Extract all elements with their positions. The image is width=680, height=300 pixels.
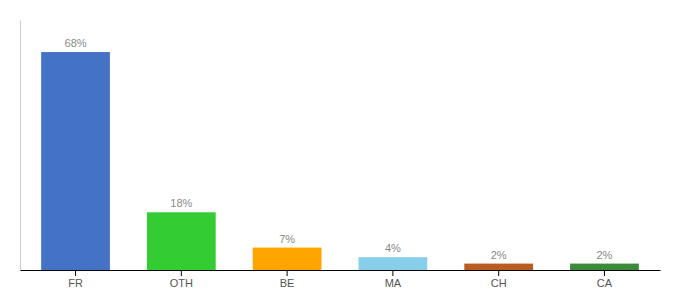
x-tick: FR	[68, 270, 83, 289]
x-tick-label: BE	[280, 277, 295, 289]
chart: FR OTH BE MA CH CA 68% 18% 7% 4% 2% 2%	[0, 0, 680, 300]
data-label: 68%	[65, 37, 87, 49]
x-tick: CH	[491, 270, 507, 289]
x-tick: OTH	[170, 270, 193, 289]
plot: FR OTH BE MA CH CA 68% 18% 7% 4% 2% 2%	[21, 21, 661, 289]
bar	[570, 264, 639, 270]
data-label: 7%	[279, 233, 295, 245]
data-label: 2%	[597, 249, 613, 261]
bar	[147, 212, 216, 270]
x-axis-line	[21, 270, 661, 271]
x-axis: FR OTH BE MA CH CA	[21, 270, 661, 289]
x-tick: MA	[385, 270, 402, 289]
x-tick-label: OTH	[170, 277, 193, 289]
y-axis	[20, 21, 21, 271]
x-tick-mark	[392, 270, 393, 276]
x-tick-mark	[75, 270, 76, 276]
x-tick-label: CA	[597, 277, 613, 289]
x-tick-mark	[181, 270, 182, 276]
data-label: 4%	[385, 242, 401, 254]
x-tick: CA	[597, 270, 613, 289]
y-axis-line	[20, 21, 21, 271]
x-tick-mark	[604, 270, 605, 276]
data-label: 2%	[491, 249, 507, 261]
x-tick-mark	[498, 270, 499, 276]
bar	[464, 264, 533, 270]
x-tick: BE	[280, 270, 295, 289]
x-tick-label: FR	[68, 277, 83, 289]
x-tick-label: CH	[491, 277, 507, 289]
data-labels: 68% 18% 7% 4% 2% 2%	[65, 37, 613, 261]
x-tick-mark	[287, 270, 288, 276]
bar	[359, 257, 428, 270]
x-tick-label: MA	[385, 277, 402, 289]
bar	[41, 52, 110, 270]
bar	[253, 248, 322, 270]
bars	[41, 52, 639, 270]
data-label: 18%	[170, 197, 192, 209]
